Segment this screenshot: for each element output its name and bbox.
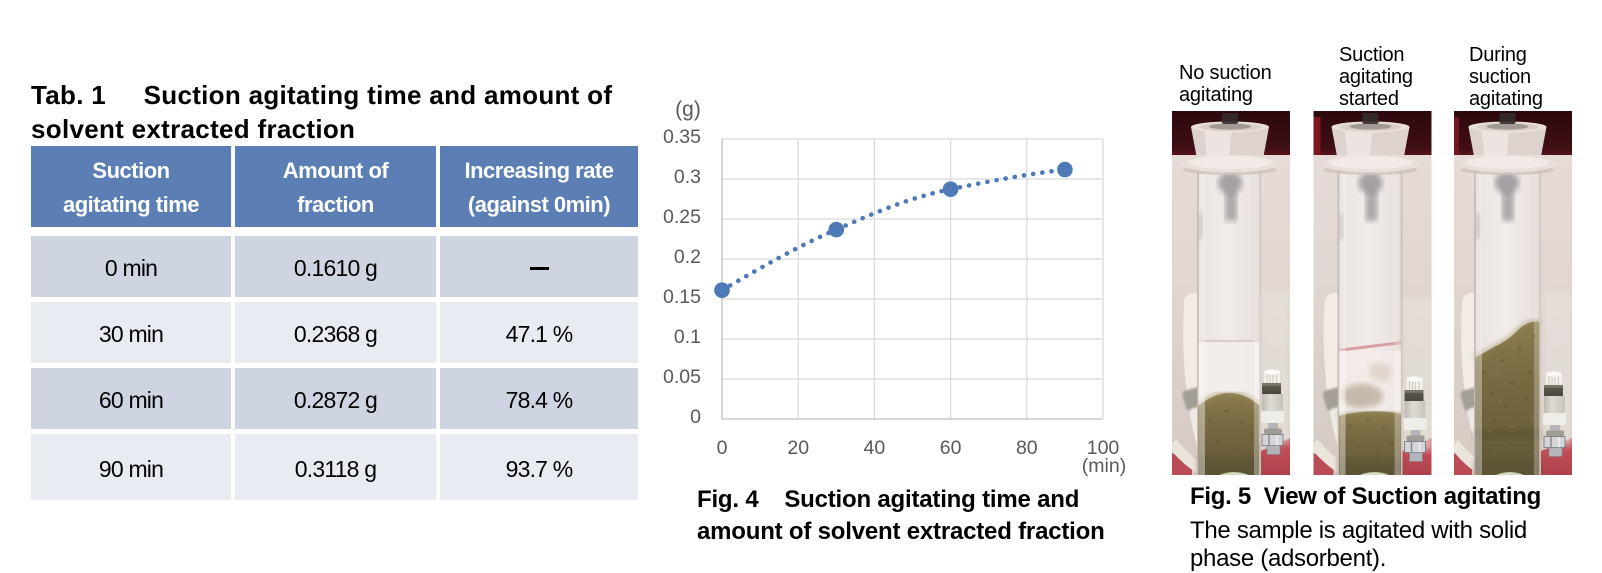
svg-text:60: 60 [940,437,962,459]
svg-text:20: 20 [787,437,809,459]
svg-text:80: 80 [1016,437,1038,459]
svg-text:100: 100 [1087,437,1120,459]
svg-text:(min): (min) [1082,455,1126,477]
svg-text:0.05: 0.05 [663,366,701,388]
svg-text:(g): (g) [675,98,701,121]
svg-text:0: 0 [717,437,728,459]
svg-text:40: 40 [864,437,886,459]
svg-text:0.1: 0.1 [674,326,701,348]
svg-text:0.2: 0.2 [674,246,701,268]
svg-text:0.35: 0.35 [663,126,701,148]
svg-text:0.15: 0.15 [663,286,701,308]
svg-text:0.25: 0.25 [663,206,701,228]
svg-text:0.3: 0.3 [674,166,701,188]
svg-text:0: 0 [690,406,701,428]
